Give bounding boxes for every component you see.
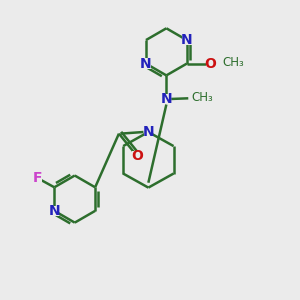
Text: CH₃: CH₃	[223, 56, 244, 69]
Bar	[206, 59, 215, 68]
Text: N: N	[160, 92, 172, 106]
Text: F: F	[33, 171, 42, 185]
Bar	[144, 128, 153, 136]
Bar	[33, 174, 42, 183]
Text: N: N	[49, 204, 60, 218]
Bar	[162, 94, 171, 103]
Text: O: O	[131, 149, 143, 163]
Text: N: N	[181, 33, 193, 47]
Text: O: O	[204, 57, 216, 70]
Bar	[50, 206, 59, 216]
Text: N: N	[142, 125, 154, 139]
Bar	[132, 151, 142, 160]
Text: N: N	[140, 57, 152, 70]
Bar	[141, 58, 151, 69]
Text: CH₃: CH₃	[191, 91, 213, 104]
Bar	[182, 35, 192, 45]
